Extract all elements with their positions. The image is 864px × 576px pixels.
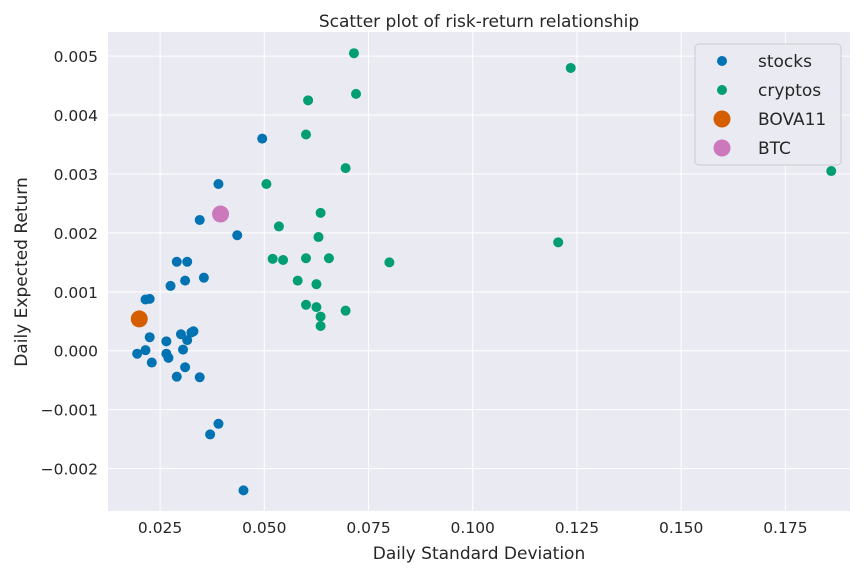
cryptos-point (315, 311, 326, 322)
x-tick-label: 0.025 (138, 519, 182, 537)
legend-label-stocks: stocks (758, 52, 812, 72)
cryptos-point (301, 299, 312, 310)
stocks-point (186, 327, 197, 338)
y-tick-label: −0.002 (41, 461, 98, 479)
stocks-point (163, 352, 174, 363)
x-tick-label: 0.100 (451, 519, 495, 537)
cryptos-point (311, 279, 322, 290)
cryptos-point (311, 302, 322, 313)
stocks-point (180, 275, 191, 286)
cryptos-point (565, 62, 576, 73)
x-tick-label: 0.050 (242, 519, 286, 537)
stocks-point (213, 179, 224, 190)
cryptos-point (348, 48, 359, 59)
stocks-point (165, 280, 176, 291)
stocks-point (194, 372, 205, 383)
legend-label-btc: BTC (758, 139, 791, 159)
x-axis-label: Daily Standard Deviation (373, 544, 585, 564)
cryptos-point (292, 275, 303, 286)
y-tick-label: 0.001 (54, 284, 98, 302)
cryptos-point (340, 163, 351, 174)
stocks-point (194, 214, 205, 225)
cryptos-point (384, 257, 395, 268)
legend-box (694, 43, 842, 166)
stocks-point (146, 357, 157, 368)
stocks-point (238, 485, 249, 496)
legend-label-cryptos: cryptos (758, 81, 821, 101)
stocks-point (198, 272, 209, 283)
legend-marker-bova11 (713, 110, 731, 128)
y-tick-label: −0.001 (41, 402, 98, 420)
x-tick-label: 0.175 (763, 519, 807, 537)
cryptos-point (826, 166, 837, 177)
legend-marker-btc (713, 139, 731, 157)
cryptos-point (301, 253, 312, 264)
stocks-point (144, 332, 155, 343)
legend-marker-stocks (717, 56, 727, 66)
y-tick-label: 0.002 (54, 225, 98, 243)
cryptos-point (323, 253, 334, 264)
bova11-point (130, 310, 148, 328)
cryptos-point (301, 129, 312, 140)
cryptos-point (273, 221, 284, 232)
x-tick-label: 0.150 (659, 519, 703, 537)
y-tick-label: 0.004 (54, 107, 98, 125)
stocks-point (175, 329, 186, 340)
stocks-point (178, 344, 189, 355)
y-tick-labels: −0.002 −0.001 0.000 0.001 0.002 0.003 0.004 0.0… (41, 48, 98, 478)
stocks-point (140, 294, 151, 305)
chart-title: Scatter plot of risk-return relationship (319, 12, 639, 32)
cryptos-point (303, 95, 314, 106)
cryptos-point (351, 88, 362, 99)
cryptos-point (340, 305, 351, 316)
grid-lines (108, 32, 850, 511)
stocks-point (171, 256, 182, 267)
y-axis-label: Daily Expected Return (12, 177, 32, 367)
legend-marker-cryptos (717, 85, 727, 95)
cryptos-point (313, 232, 324, 243)
cryptos-point (315, 207, 326, 218)
legend-label-bova11: BOVA11 (758, 110, 826, 130)
y-tick-label: 0.003 (54, 166, 98, 184)
y-tick-label: 0.000 (54, 343, 98, 361)
x-tick-labels: 0.025 0.050 0.075 0.100 0.125 0.150 0.175 (138, 519, 808, 537)
cryptos-point (278, 255, 289, 266)
stocks-point (213, 418, 224, 429)
stocks-point (182, 256, 193, 267)
cryptos-point (261, 179, 272, 190)
cryptos-point (553, 237, 564, 248)
stocks-point (257, 133, 268, 144)
stocks-point (180, 362, 191, 373)
cryptos-point (267, 253, 278, 264)
cryptos-point (315, 320, 326, 331)
stocks-point (161, 336, 172, 347)
stocks-point (132, 348, 143, 359)
data-points (130, 48, 837, 496)
stocks-point (205, 429, 216, 440)
x-tick-label: 0.075 (346, 519, 390, 537)
y-tick-label: 0.005 (54, 48, 98, 66)
x-tick-label: 0.125 (555, 519, 599, 537)
stocks-point (171, 371, 182, 382)
legend: stocks cryptos BOVA11 BTC (694, 43, 842, 166)
stocks-point (182, 335, 193, 346)
btc-point (212, 205, 230, 223)
stocks-point (232, 230, 243, 241)
stocks-point (140, 345, 151, 356)
